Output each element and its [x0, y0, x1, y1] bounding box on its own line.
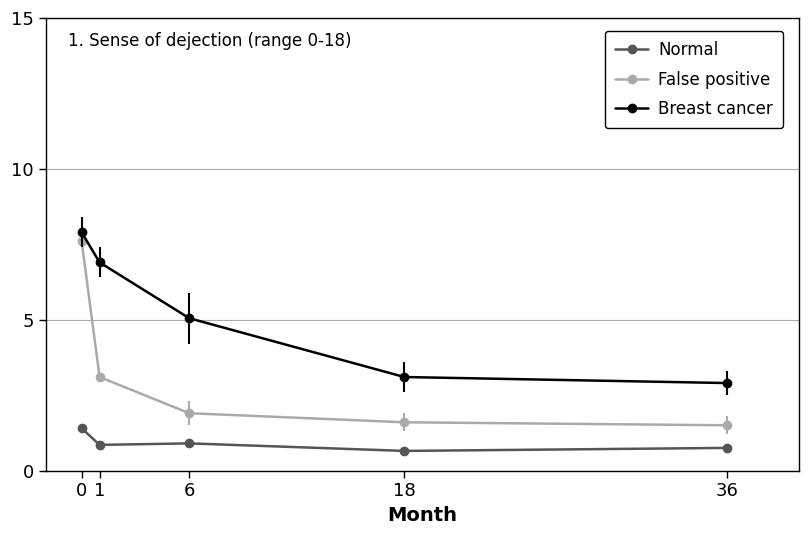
False positive — [185, 410, 194, 416]
Normal — [185, 440, 194, 446]
Line: Breast cancer: Breast cancer — [78, 228, 731, 387]
Breast cancer — [723, 380, 732, 386]
Text: 1. Sense of dejection (range 0-18): 1. Sense of dejection (range 0-18) — [68, 32, 352, 50]
False positive — [723, 422, 732, 428]
False positive — [77, 238, 87, 244]
Normal — [95, 442, 104, 448]
False positive — [399, 419, 409, 426]
Line: False positive: False positive — [78, 237, 731, 429]
Breast cancer — [399, 374, 409, 380]
Normal — [723, 445, 732, 451]
X-axis label: Month: Month — [387, 506, 458, 525]
Breast cancer — [185, 315, 194, 322]
Breast cancer — [77, 229, 87, 235]
Normal — [399, 448, 409, 454]
Legend: Normal, False positive, Breast cancer: Normal, False positive, Breast cancer — [605, 31, 783, 128]
Normal — [77, 425, 87, 431]
Line: Normal: Normal — [78, 424, 731, 455]
False positive — [95, 374, 104, 380]
Breast cancer — [95, 259, 104, 266]
